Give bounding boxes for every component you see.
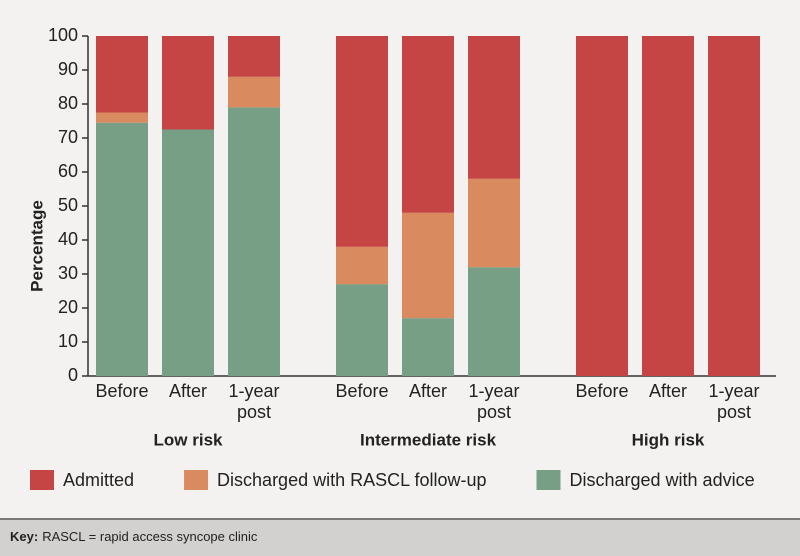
group-label: Intermediate risk	[360, 430, 497, 449]
legend-swatch	[184, 470, 209, 490]
bar-segment	[708, 36, 760, 376]
chart: Percentage 0 10 20 30 40 50 60 70 80 90 100 Low ris…	[27, 25, 776, 490]
legend-swatch	[30, 470, 54, 490]
bar-segment	[336, 284, 388, 376]
y-tick-label: 10	[58, 331, 78, 351]
y-tick-label: 0	[68, 365, 78, 385]
x-tick-label: Before	[335, 381, 389, 401]
bar-segment	[642, 36, 694, 376]
bar-segment	[228, 107, 280, 377]
footer: Key: RASCL = rapid access syncope clinic	[0, 518, 800, 556]
bar-segment	[402, 212, 454, 319]
x-tick-label: 1-year post	[468, 381, 520, 422]
y-tick-label: 30	[58, 263, 78, 283]
legend-label: Discharged with advice	[570, 470, 755, 490]
bar-segment	[162, 36, 214, 130]
group-label: High risk	[632, 430, 705, 449]
legend-label: Admitted	[63, 470, 134, 490]
y-tick-label: 100	[48, 25, 78, 45]
group-label: Low risk	[154, 430, 224, 449]
x-tick-label: Before	[95, 381, 149, 401]
bar-segment	[228, 76, 280, 108]
bar-segment	[336, 246, 388, 285]
bar-segment	[96, 36, 148, 113]
legend-label: Discharged with RASCL follow-up	[217, 470, 486, 490]
footer-key: Key:	[10, 529, 39, 544]
legend-swatch	[536, 470, 561, 490]
bar-segment	[468, 267, 520, 376]
bar-segment	[402, 318, 454, 376]
y-tick-label: 70	[58, 127, 78, 147]
bar-segment	[162, 129, 214, 376]
bar-segment	[468, 178, 520, 268]
y-tick-label: 40	[58, 229, 78, 249]
bar-segment	[576, 36, 628, 376]
y-tick-label: 80	[58, 93, 78, 113]
y-tick-label: 60	[58, 161, 78, 181]
bar-segment	[336, 36, 388, 247]
x-tick-label: After	[648, 381, 687, 401]
x-tick-label: After	[408, 381, 447, 401]
y-tick-label: 90	[58, 59, 78, 79]
footer-text: RASCL = rapid access syncope clinic	[42, 529, 258, 544]
x-tick-label: After	[168, 381, 207, 401]
bar-segment	[96, 122, 148, 376]
bar-segment	[96, 112, 148, 123]
y-tick-label: 50	[58, 195, 78, 215]
bar-segment	[468, 36, 520, 179]
x-tick-label: 1-year post	[228, 381, 280, 422]
y-axis-title: Percentage	[27, 200, 46, 292]
y-tick-label: 20	[58, 297, 78, 317]
x-tick-label: 1-year post	[708, 381, 760, 422]
x-tick-label: Before	[575, 381, 629, 401]
bar-segment	[402, 36, 454, 213]
bar-segment	[228, 36, 280, 77]
